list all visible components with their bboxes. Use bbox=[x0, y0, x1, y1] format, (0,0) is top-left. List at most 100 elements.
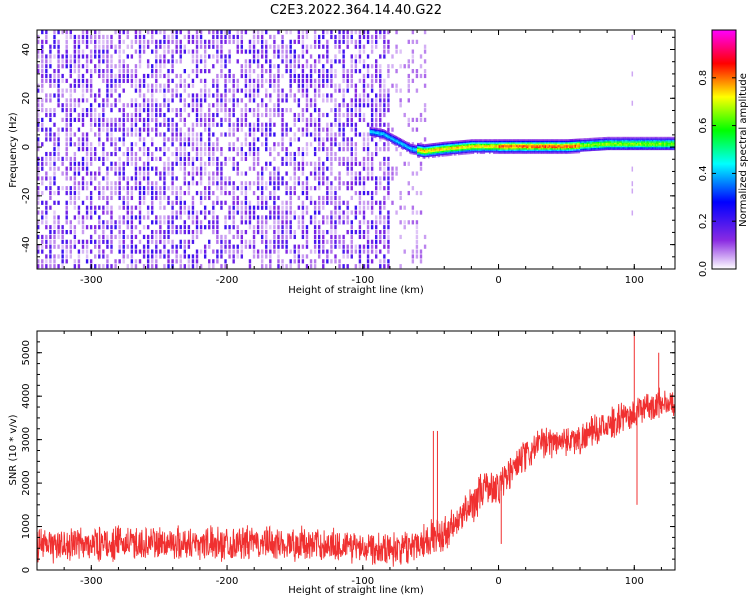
heatmap-cell bbox=[547, 139, 549, 141]
heatmap-cell bbox=[41, 122, 44, 127]
heatmap-cell bbox=[362, 78, 366, 83]
heatmap-cell bbox=[313, 264, 317, 269]
heatmap-cell bbox=[563, 148, 566, 150]
heatmap-cell bbox=[438, 143, 441, 146]
heatmap-cell bbox=[551, 150, 553, 153]
heatmap-cell bbox=[134, 127, 138, 132]
heatmap-cell bbox=[370, 151, 374, 157]
heatmap-cell bbox=[57, 73, 60, 79]
heatmap-cell bbox=[252, 39, 256, 44]
heatmap-cell bbox=[130, 215, 134, 220]
heatmap-cell bbox=[460, 140, 463, 142]
heatmap-cell bbox=[597, 138, 600, 141]
heatmap-cell bbox=[281, 117, 284, 122]
heatmap-cell bbox=[195, 254, 199, 259]
heatmap-cell bbox=[463, 148, 465, 151]
heatmap-cell bbox=[163, 171, 166, 176]
heatmap-cell bbox=[569, 152, 571, 154]
heatmap-cell bbox=[98, 190, 101, 196]
heatmap-cell bbox=[322, 93, 325, 98]
heatmap-cell bbox=[118, 34, 121, 40]
heatmap-cell bbox=[232, 122, 235, 127]
heatmap-cell bbox=[494, 139, 496, 141]
heatmap-cell bbox=[546, 148, 548, 150]
heatmap-cell bbox=[277, 181, 280, 186]
heatmap-cell bbox=[441, 146, 444, 149]
heatmap-cell bbox=[370, 83, 374, 88]
heatmap-cell bbox=[472, 139, 475, 141]
heatmap-cell bbox=[617, 138, 620, 140]
heatmap-cell bbox=[122, 64, 125, 69]
heatmap-cell bbox=[269, 112, 272, 118]
heatmap-cell bbox=[408, 147, 411, 150]
heatmap-cell bbox=[232, 161, 235, 166]
heatmap-cell bbox=[73, 215, 77, 220]
heatmap-cell bbox=[155, 117, 158, 122]
heatmap-cell bbox=[146, 151, 150, 157]
heatmap-cell bbox=[183, 161, 187, 166]
heatmap-cell bbox=[330, 132, 333, 137]
heatmap-cell bbox=[546, 150, 548, 153]
heatmap-cell bbox=[548, 140, 551, 143]
heatmap-cell bbox=[403, 205, 406, 210]
heatmap-cell bbox=[528, 149, 530, 152]
heatmap-cell bbox=[285, 239, 288, 244]
heatmap-cell bbox=[94, 205, 97, 210]
heatmap-cell bbox=[232, 103, 235, 108]
heatmap-cell bbox=[490, 148, 492, 150]
heatmap-cell bbox=[604, 138, 606, 141]
heatmap-cell bbox=[381, 137, 384, 140]
heatmap-cell bbox=[385, 138, 388, 140]
heatmap-cell bbox=[597, 147, 600, 150]
heatmap-cell bbox=[69, 112, 72, 118]
heatmap-cell bbox=[452, 145, 454, 147]
heatmap-cell bbox=[635, 138, 638, 140]
heatmap-cell bbox=[415, 190, 419, 196]
heatmap-cell bbox=[354, 112, 358, 118]
heatmap-cell bbox=[110, 54, 113, 59]
heatmap-cell bbox=[509, 139, 511, 141]
heatmap-cell bbox=[106, 122, 109, 127]
heatmap-cell bbox=[309, 220, 313, 225]
heatmap-cell bbox=[195, 39, 199, 44]
heatmap-cell bbox=[425, 143, 427, 146]
heatmap-cell bbox=[370, 210, 374, 215]
heatmap-cell bbox=[415, 117, 419, 122]
heatmap-cell bbox=[501, 140, 503, 143]
heatmap-cell bbox=[611, 141, 613, 143]
heatmap-cell bbox=[520, 152, 522, 155]
heatmap-cell bbox=[442, 146, 445, 148]
heatmap-cell bbox=[354, 190, 358, 196]
heatmap-cell bbox=[375, 186, 378, 191]
heatmap-cell bbox=[446, 145, 449, 148]
heatmap-cell bbox=[622, 141, 624, 143]
heatmap-cell bbox=[373, 127, 376, 130]
heatmap-cell bbox=[627, 142, 629, 145]
heatmap-cell bbox=[138, 54, 142, 59]
heatmap-cell bbox=[410, 149, 412, 152]
heatmap-cell bbox=[445, 141, 448, 144]
heatmap-cell bbox=[265, 54, 268, 59]
heatmap-cell bbox=[155, 156, 158, 162]
heatmap-cell bbox=[536, 152, 539, 155]
heatmap-cell bbox=[464, 142, 467, 145]
heatmap-cell bbox=[442, 155, 445, 157]
heatmap-cell bbox=[635, 136, 638, 139]
heatmap-cell bbox=[195, 98, 199, 103]
heatmap-cell bbox=[512, 149, 514, 152]
heatmap-cell bbox=[89, 117, 93, 122]
heatmap-cell bbox=[81, 215, 85, 220]
heatmap-cell bbox=[550, 143, 552, 146]
heatmap-cell bbox=[317, 108, 321, 113]
heatmap-cell bbox=[544, 140, 547, 143]
heatmap-cell bbox=[183, 117, 187, 122]
heatmap-cell bbox=[338, 112, 341, 118]
heatmap-cell bbox=[453, 148, 456, 150]
heatmap-cell bbox=[130, 156, 134, 162]
heatmap-cell bbox=[636, 148, 639, 151]
heatmap-cell bbox=[240, 44, 244, 49]
heatmap-cell bbox=[536, 139, 539, 141]
heatmap-cell bbox=[533, 152, 536, 155]
heatmap-cell bbox=[305, 64, 309, 69]
heatmap-cell bbox=[414, 149, 416, 151]
